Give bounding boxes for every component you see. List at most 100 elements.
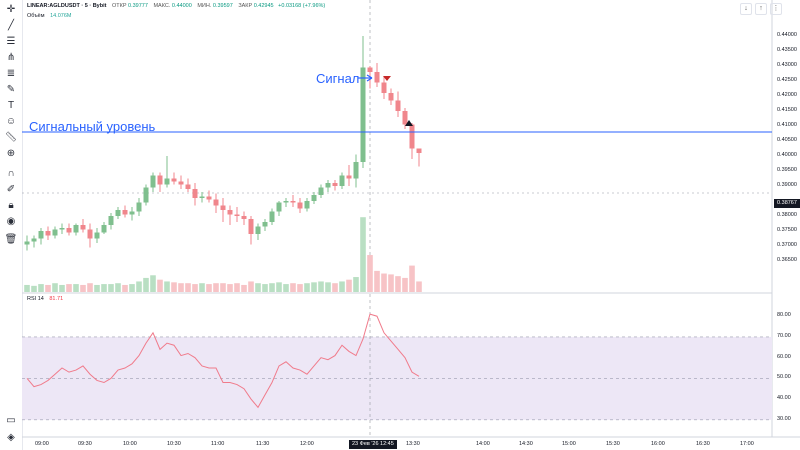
volume-bar bbox=[31, 285, 37, 292]
volume-bar bbox=[52, 283, 58, 292]
volume-bar bbox=[24, 284, 30, 292]
candle-body bbox=[52, 229, 58, 236]
candle-body bbox=[255, 226, 261, 234]
volume-bar bbox=[360, 217, 366, 292]
emoji-icon[interactable]: ☺ bbox=[5, 115, 17, 127]
candle-body bbox=[150, 175, 156, 188]
volume-bar bbox=[367, 255, 373, 292]
candle-body bbox=[129, 211, 135, 215]
crosshair-time-badge: 23 Фев '26 12:45 bbox=[349, 440, 397, 449]
volume-bar bbox=[311, 282, 317, 292]
candle-body bbox=[157, 175, 163, 185]
volume-bar bbox=[325, 282, 331, 292]
candle-body bbox=[164, 178, 170, 185]
candle-body bbox=[87, 229, 93, 239]
candle-body bbox=[199, 196, 205, 198]
signal-level-annotation[interactable]: Сигнальный уровень bbox=[29, 119, 156, 134]
rsi-line bbox=[26, 313, 420, 409]
candle-body bbox=[108, 216, 114, 225]
more-options-button[interactable]: ⋮ bbox=[770, 3, 782, 15]
time-tick-label: 17:00 bbox=[740, 441, 754, 447]
lock-drawings-icon[interactable]: ✐ bbox=[6, 183, 16, 195]
volume-bar bbox=[318, 281, 324, 292]
horizontal-lines-icon[interactable]: ☰ bbox=[6, 35, 16, 47]
price-tick-label: 0.42000 bbox=[777, 92, 797, 98]
volume-bar bbox=[290, 283, 296, 292]
candle-body bbox=[220, 205, 226, 210]
volume-bar bbox=[178, 283, 184, 292]
candle-body bbox=[206, 196, 212, 200]
symbol-name[interactable]: LINEAR:AGLDUSDT · 5 · Bybit bbox=[27, 3, 107, 9]
volume-label: Объём bbox=[27, 13, 45, 19]
candle-body bbox=[374, 72, 380, 83]
candle-body bbox=[276, 202, 282, 212]
candle-body bbox=[80, 225, 86, 230]
volume-bar bbox=[220, 283, 226, 292]
candle-body bbox=[297, 202, 303, 209]
lock-icon[interactable]: 🔒︎ bbox=[8, 199, 14, 211]
rsi-tick-label: 80.00 bbox=[777, 312, 791, 319]
zoom-in-icon[interactable]: ⊕ bbox=[6, 147, 16, 159]
candle-body bbox=[192, 189, 198, 198]
time-tick-label: 15:30 bbox=[606, 441, 620, 447]
sell-marker-icon bbox=[383, 76, 391, 81]
rsi-tick-label: 40.00 bbox=[777, 395, 791, 402]
candle-body bbox=[332, 183, 338, 186]
crosshair-icon[interactable]: ✛ bbox=[6, 3, 16, 15]
price-tick-label: 0.43000 bbox=[777, 62, 797, 68]
time-tick-label: 10:00 bbox=[123, 441, 137, 447]
signal-arrow-head bbox=[366, 74, 373, 82]
brush-icon[interactable]: ✎ bbox=[6, 83, 16, 95]
price-tick-label: 0.43500 bbox=[777, 47, 797, 53]
volume-bar bbox=[416, 281, 422, 292]
rsi-label[interactable]: RSI 14 bbox=[27, 296, 44, 302]
trend-line-icon[interactable]: ╱ bbox=[7, 19, 15, 31]
scroll-down-button[interactable]: ↓ bbox=[740, 3, 752, 15]
fib-icon[interactable]: ≣ bbox=[6, 67, 16, 79]
candle-body bbox=[73, 225, 79, 233]
volume-bar bbox=[409, 265, 415, 292]
eye-icon[interactable]: ◉ bbox=[6, 215, 16, 227]
volume-bar bbox=[143, 277, 149, 292]
open-label: ОТКР bbox=[111, 3, 127, 9]
time-tick-label: 12:00 bbox=[300, 441, 314, 447]
time-tick-label: 10:30 bbox=[167, 441, 181, 447]
volume-bar bbox=[59, 284, 65, 292]
price-tick-label: 0.40500 bbox=[777, 137, 797, 143]
price-tick-label: 0.36500 bbox=[777, 257, 797, 263]
volume-bar bbox=[374, 270, 380, 292]
drawings-panel-icon[interactable]: ▭ bbox=[6, 414, 16, 426]
volume-bar bbox=[262, 284, 268, 292]
scroll-up-button[interactable]: ↑ bbox=[755, 3, 767, 15]
volume-bar bbox=[227, 284, 233, 292]
price-tick-label: 0.44000 bbox=[777, 32, 797, 38]
rsi-value: 81.71 bbox=[49, 296, 64, 302]
text-icon[interactable]: T bbox=[7, 99, 15, 111]
volume-value: 14.076M bbox=[50, 13, 72, 19]
price-tick-label: 0.40000 bbox=[777, 152, 797, 158]
ruler-icon[interactable]: 📏︎ bbox=[4, 131, 18, 143]
high-value: 0.44000 bbox=[171, 3, 192, 9]
volume-bar bbox=[269, 283, 275, 292]
candle-body bbox=[353, 162, 359, 179]
left-drawing-toolbar: ✛ ╱ ☰ ⋔ ≣ ✎ T ☺ 📏︎ ⊕ ∩ ✐ 🔒︎ ◉ 🗑︎ ▭ ◈ bbox=[0, 0, 23, 450]
price-tick-label: 0.37500 bbox=[777, 227, 797, 233]
candle-body bbox=[241, 216, 247, 219]
layers-icon[interactable]: ◈ bbox=[7, 431, 15, 443]
trash-icon[interactable]: 🗑︎ bbox=[4, 233, 18, 245]
volume-bar bbox=[94, 284, 100, 292]
candle-body bbox=[234, 214, 240, 216]
pitchfork-icon[interactable]: ⋔ bbox=[6, 51, 16, 63]
signal-annotation[interactable]: Сигнал bbox=[316, 71, 360, 86]
candle-body bbox=[402, 111, 408, 125]
price-tick-label: 0.39000 bbox=[777, 182, 797, 188]
candle-body bbox=[143, 187, 149, 203]
rsi-tick-label: 60.00 bbox=[777, 353, 791, 360]
volume-bar bbox=[297, 284, 303, 292]
magnet-icon[interactable]: ∩ bbox=[7, 167, 15, 179]
volume-bar bbox=[206, 284, 212, 292]
volume-bar bbox=[87, 283, 93, 292]
candle-body bbox=[171, 178, 177, 182]
candle-body bbox=[395, 100, 401, 111]
